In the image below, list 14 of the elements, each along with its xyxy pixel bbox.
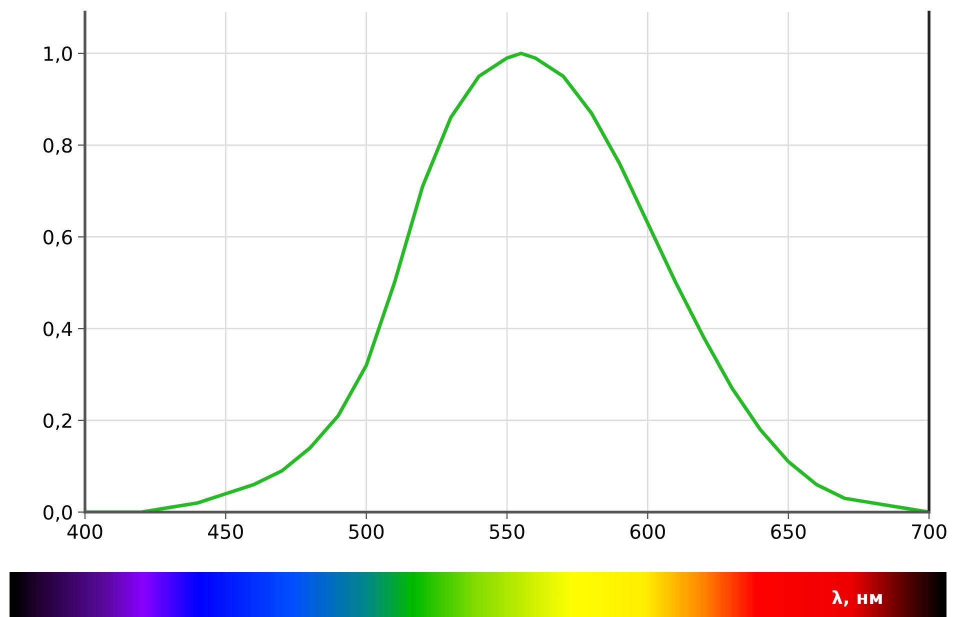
y-tick-label: 0,2 xyxy=(44,413,72,430)
y-tick-label: 0,6 xyxy=(44,230,72,247)
x-tick-label: 450 xyxy=(208,524,243,539)
y-tick-label: 0,0 xyxy=(44,505,72,522)
x-axis-title: λ, нм xyxy=(832,590,882,607)
x-tick-label: 550 xyxy=(490,524,524,539)
x-tick-label: 650 xyxy=(771,524,806,539)
x-tick-label: 600 xyxy=(630,524,665,539)
y-tick-label: 0,8 xyxy=(44,138,72,155)
x-tick-label: 500 xyxy=(349,524,384,539)
x-tick-label: 700 xyxy=(912,524,946,539)
y-tick-label: 0,4 xyxy=(44,322,72,338)
y-tick-label: 1,0 xyxy=(44,46,72,64)
x-tick-label: 400 xyxy=(67,524,102,539)
